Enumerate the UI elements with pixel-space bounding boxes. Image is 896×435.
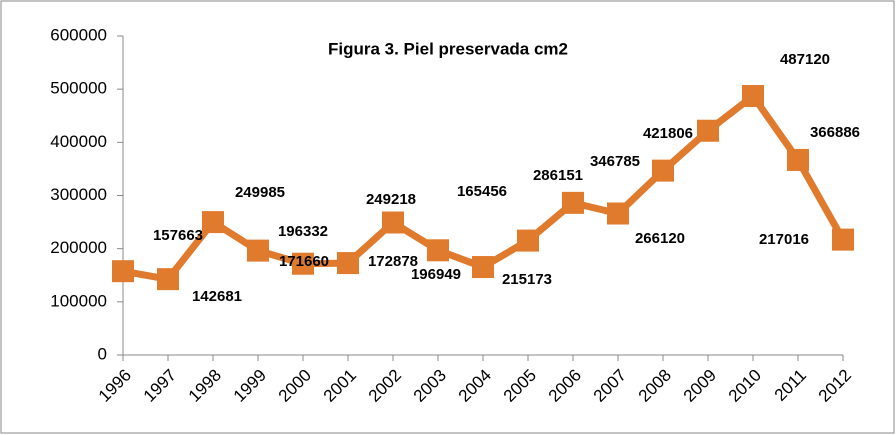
y-tick-label: 500000 (50, 79, 107, 98)
data-label: 487120 (780, 51, 830, 68)
y-tick-label: 400000 (50, 132, 107, 151)
marker (517, 229, 539, 252)
data-label: 266120 (635, 230, 685, 247)
data-label: 165456 (457, 183, 507, 200)
marker (787, 148, 809, 171)
data-label: 196949 (411, 266, 461, 283)
data-label: 249218 (366, 191, 416, 208)
data-label: 249985 (235, 184, 285, 201)
data-label: 286151 (533, 167, 583, 184)
data-label: 217016 (759, 231, 809, 248)
marker (697, 119, 719, 142)
marker (202, 211, 224, 234)
marker (427, 239, 449, 262)
marker (157, 268, 179, 291)
data-label: 346785 (590, 153, 640, 170)
data-label: 142681 (192, 288, 242, 305)
y-tick-label: 300000 (50, 185, 107, 204)
data-label: 172878 (368, 253, 418, 270)
data-label: 196332 (278, 223, 328, 240)
marker (112, 260, 134, 283)
y-tick-label: 0 (98, 344, 107, 363)
data-label: 215173 (502, 271, 552, 288)
data-label: 157663 (153, 227, 203, 244)
marker (472, 256, 494, 279)
marker (832, 228, 854, 251)
data-label: 171660 (279, 253, 329, 270)
y-tick-label: 200000 (50, 238, 107, 257)
marker (337, 252, 359, 275)
marker (742, 85, 764, 108)
marker (292, 252, 314, 275)
data-label: 366886 (810, 124, 860, 141)
chart-title: Figura 3. Piel preservada cm2 (328, 39, 568, 58)
marker (652, 159, 674, 182)
marker (607, 202, 629, 225)
data-label: 421806 (643, 125, 693, 142)
y-tick-label: 100000 (50, 291, 107, 310)
marker (382, 211, 404, 234)
marker (247, 239, 269, 262)
y-tick-label: 600000 (50, 25, 107, 44)
marker (562, 191, 584, 214)
